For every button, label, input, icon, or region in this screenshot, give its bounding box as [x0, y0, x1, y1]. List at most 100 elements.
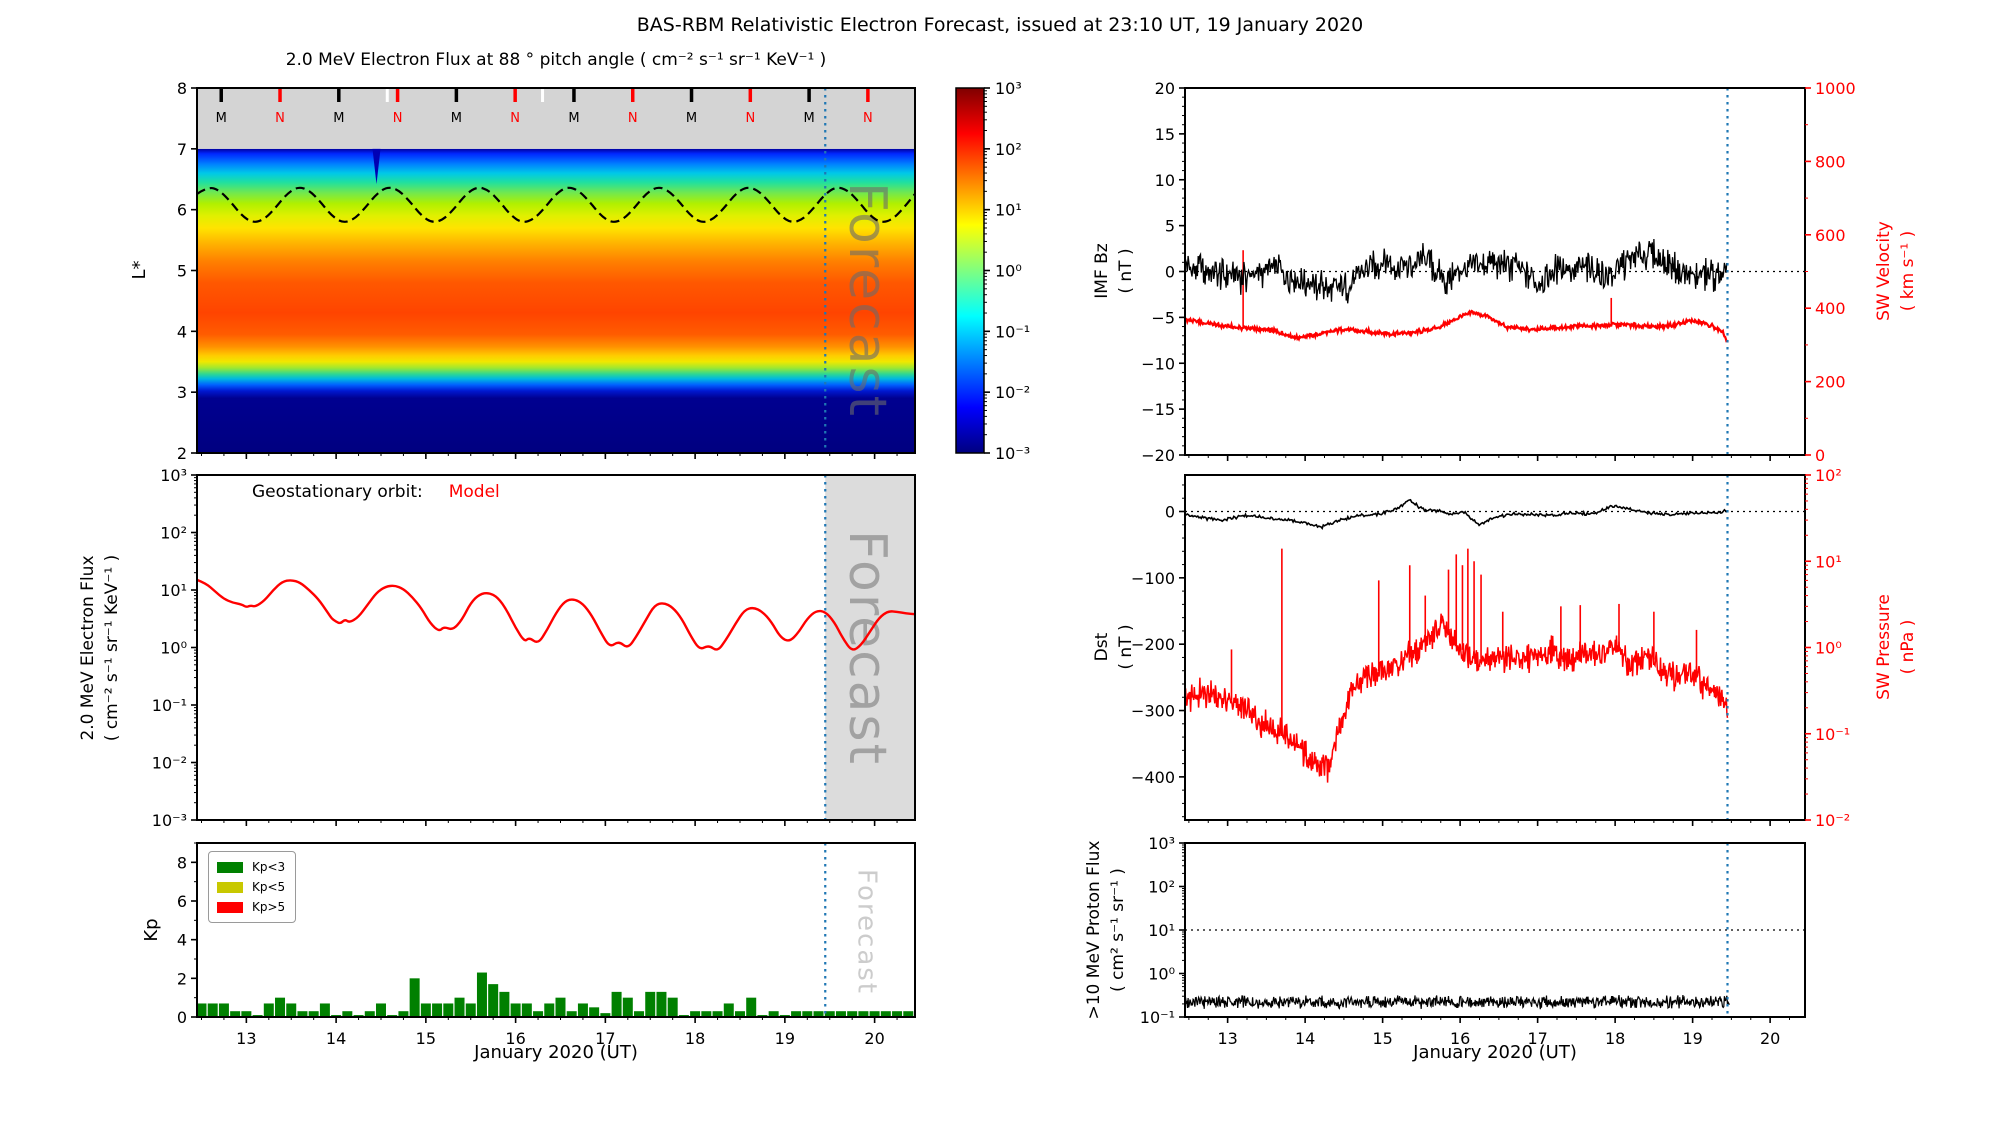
kp-bar	[420, 1003, 431, 1017]
kp-bar	[835, 1011, 846, 1017]
svg-text:6: 6	[177, 201, 187, 220]
svg-text:−20: −20	[1141, 446, 1175, 465]
svg-text:N: N	[275, 111, 285, 126]
kp-bar	[375, 1003, 386, 1017]
kp-bar	[577, 1003, 588, 1017]
kp-bar	[544, 1003, 555, 1017]
kp-bar	[533, 1011, 544, 1017]
kp-bar	[600, 1013, 611, 1017]
kp-legend-item-mid: Kp<5	[217, 877, 285, 897]
svg-text:13: 13	[1217, 1029, 1237, 1048]
forecast-watermark: Forecast	[837, 530, 897, 766]
kp-bar	[342, 1011, 353, 1017]
kp-bar	[566, 1011, 577, 1017]
kp-bar	[634, 1011, 645, 1017]
kp-legend-swatch-mid	[217, 881, 243, 893]
svg-text:−200: −200	[1131, 635, 1175, 654]
kp-bar	[319, 1003, 330, 1017]
svg-text:M: M	[451, 111, 462, 126]
kp-bar	[499, 991, 510, 1017]
kp-bar	[768, 1011, 779, 1017]
svg-text:10⁻²: 10⁻²	[995, 383, 1030, 402]
svg-text:10³: 10³	[1148, 834, 1175, 853]
kp-bar	[230, 1011, 241, 1017]
kp-bar	[286, 1003, 297, 1017]
svg-text:10⁰: 10⁰	[995, 262, 1022, 281]
svg-text:4: 4	[177, 322, 187, 341]
kp-bar	[555, 997, 566, 1017]
svg-text:10⁰: 10⁰	[1815, 639, 1842, 658]
kp-bar	[667, 997, 678, 1017]
kp-bar	[207, 1003, 218, 1017]
svg-text:10⁻²: 10⁻²	[1815, 811, 1850, 830]
kp-bar	[476, 972, 487, 1017]
svg-text:19: 19	[1682, 1029, 1702, 1048]
svg-text:M: M	[686, 111, 697, 126]
kp-bar	[443, 1003, 454, 1017]
geo-flux-panel: Forecast 10³ 10² 10¹ 10⁰ 10⁻¹ 10⁻² 10⁻³	[152, 466, 916, 830]
kp-legend-swatch-high	[217, 901, 243, 913]
figure-canvas: Forecast M N M N M N M N M N M N 8 7 6 5 4 3 2 10³ 10² 10¹ 10⁰…	[152, 79, 1856, 1048]
kp-bar	[521, 1003, 532, 1017]
kp-bar	[712, 1011, 723, 1017]
svg-text:10⁰: 10⁰	[1148, 965, 1175, 984]
geo-annotation-series: Model	[448, 482, 500, 502]
svg-text:10⁻¹: 10⁻¹	[1815, 725, 1850, 744]
svg-text:0: 0	[1165, 502, 1175, 521]
svg-text:15: 15	[1372, 1029, 1392, 1048]
geostationary-lstar-dashed-line	[196, 186, 916, 223]
svg-text:N: N	[628, 111, 638, 126]
svg-text:10⁻³: 10⁻³	[152, 811, 187, 830]
svg-text:8: 8	[177, 853, 187, 872]
svg-text:10¹: 10¹	[1815, 552, 1842, 571]
kp-bar	[196, 1003, 207, 1017]
kp-bar	[432, 1003, 443, 1017]
svg-text:10⁻¹: 10⁻¹	[1140, 1008, 1175, 1027]
kp-bar	[241, 1011, 252, 1017]
svg-text:18: 18	[1605, 1029, 1625, 1048]
svg-text:N: N	[863, 111, 873, 126]
svg-text:10⁻³: 10⁻³	[995, 444, 1030, 463]
proton-flux-panel: 10³ 10² 10¹ 10⁰ 10⁻¹ 13 14 15 16 17 18 19 20	[1140, 834, 1806, 1048]
svg-text:400: 400	[1815, 299, 1846, 318]
kp-bar	[398, 1011, 409, 1017]
kp-bar	[701, 1011, 712, 1017]
geo-annotation-prefix: Geostationary orbit:	[252, 482, 423, 502]
kp-bar	[645, 991, 656, 1017]
svg-text:2: 2	[177, 444, 187, 463]
kp-bar	[297, 1011, 308, 1017]
svg-text:200: 200	[1815, 373, 1846, 392]
xlabel-right: January 2020 (UT)	[1413, 1042, 1577, 1063]
svg-text:15: 15	[1155, 125, 1175, 144]
kp-bar	[824, 1011, 835, 1017]
dst-sw-pressure-panel: 0 −100 −200 −300 −400 10² 10¹ 10⁰ 10⁻¹ 10⁻²	[1131, 466, 1850, 830]
kp-bar	[734, 1011, 745, 1017]
xlabel-left: January 2020 (UT)	[474, 1042, 638, 1063]
svg-text:−300: −300	[1131, 702, 1175, 721]
svg-text:17: 17	[1527, 1029, 1547, 1048]
svg-text:4: 4	[177, 931, 187, 950]
kp-bar	[488, 984, 499, 1017]
figure-title: BAS-RBM Relativistic Electron Forecast, …	[636, 14, 1364, 36]
svg-text:−400: −400	[1131, 768, 1175, 787]
kp-bar	[308, 1011, 319, 1017]
kp-bar	[510, 1003, 521, 1017]
svg-text:5: 5	[1165, 217, 1175, 236]
kp-bar	[218, 1003, 229, 1017]
svg-text:−15: −15	[1141, 400, 1175, 419]
figure: BAS-RBM Relativistic Electron Forecast, …	[78, 14, 1918, 1063]
svg-text:13: 13	[236, 1029, 256, 1048]
colorbar: 10³ 10² 10¹ 10⁰ 10⁻¹ 10⁻² 10⁻³	[955, 79, 1030, 463]
svg-text:−100: −100	[1131, 569, 1175, 588]
kp-legend-label-mid: Kp<5	[252, 880, 286, 894]
svg-text:17: 17	[595, 1029, 615, 1048]
svg-text:10⁰: 10⁰	[160, 639, 187, 658]
kp-bar	[880, 1011, 891, 1017]
kp-bar	[465, 1003, 476, 1017]
imf-sw-velocity-panel: 20 15 10 5 0 −5 −10 −15 −20 1000 800 600 400 200 0	[1141, 79, 1855, 465]
kp-bar	[656, 991, 667, 1017]
svg-text:1000: 1000	[1815, 79, 1856, 98]
svg-text:10²: 10²	[1148, 878, 1175, 897]
svg-text:16: 16	[1450, 1029, 1470, 1048]
kp-bar	[858, 1011, 869, 1017]
